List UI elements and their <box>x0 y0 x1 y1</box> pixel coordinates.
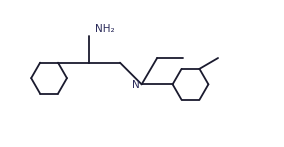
Text: NH₂: NH₂ <box>95 24 114 34</box>
Text: N: N <box>132 80 140 90</box>
